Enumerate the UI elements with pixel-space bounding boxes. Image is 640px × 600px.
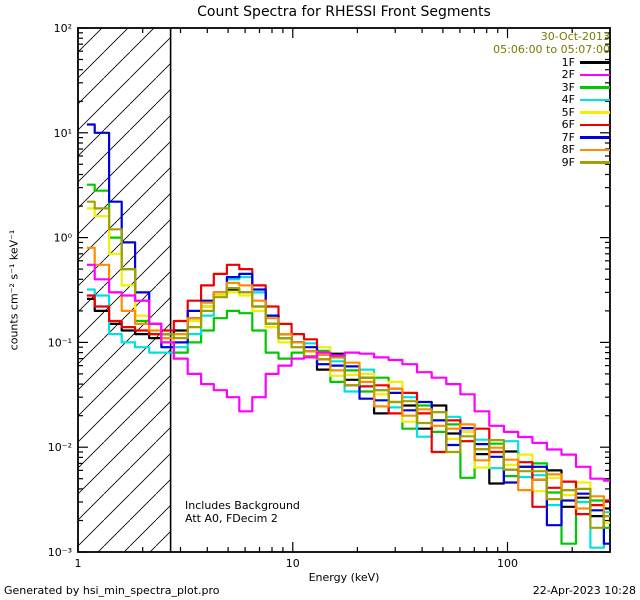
legend-label-4F: 4F — [561, 93, 575, 107]
legend-label-5F: 5F — [561, 105, 575, 119]
legend-entry-1F: 1F — [493, 56, 610, 69]
tick-label: 10⁻² — [48, 441, 72, 454]
tick-label: 10⁰ — [54, 232, 73, 245]
legend-swatch-6F — [580, 123, 610, 126]
legend-entries: 1F 2F 3F 4F 5F 6F 7F 8F 9F — [493, 56, 610, 169]
legend-label-7F: 7F — [561, 130, 575, 144]
legend-swatch-4F — [580, 98, 610, 101]
legend-swatch-1F — [580, 61, 610, 64]
legend-label-2F: 2F — [561, 68, 575, 82]
legend-swatch-8F — [580, 148, 610, 151]
tick-label: 10⁻¹ — [48, 336, 72, 349]
legend-entry-6F: 6F — [493, 118, 610, 132]
legend-entry-2F: 2F — [493, 68, 610, 82]
series-line-9F — [86, 200, 610, 529]
footer-timestamp: 22-Apr-2023 10:28 — [532, 584, 636, 597]
legend-swatch-7F — [580, 136, 610, 139]
legend-entry-8F: 8F — [493, 143, 610, 157]
tick-label: 10 — [286, 557, 300, 570]
tick-label: 10¹ — [54, 127, 72, 140]
plot-title: Count Spectra for RHESSI Front Segments — [197, 4, 491, 20]
legend-entry-9F: 9F — [493, 156, 610, 169]
tick-label: 10² — [54, 22, 72, 35]
legend-swatch-3F — [580, 86, 610, 89]
annotation-attenuator-state: Att A0, FDecim 2 — [185, 512, 278, 525]
tick-label: 10⁻³ — [48, 546, 72, 559]
legend-label-1F: 1F — [561, 55, 575, 69]
legend: 30-Oct-2013 05:06:00 to 05:07:00 1F 2F 3F 4… — [493, 30, 610, 169]
legend-entry-7F: 7F — [493, 131, 610, 144]
tick-label: 1 — [75, 557, 82, 570]
y-axis-label: counts cm⁻² s⁻¹ keV⁻¹ — [7, 229, 21, 351]
legend-label-9F: 9F — [561, 155, 575, 169]
legend-label-3F: 3F — [561, 80, 575, 94]
legend-label-8F: 8F — [561, 143, 575, 157]
legend-date: 30-Oct-2013 — [540, 30, 610, 43]
legend-entry-4F: 4F — [493, 93, 610, 107]
legend-entry-5F: 5F — [493, 106, 610, 119]
footer-generator-text: Generated by hsi_min_spectra_plot.pro — [4, 584, 220, 597]
x-axis-label: Energy (keV) — [308, 571, 380, 584]
legend-swatch-9F — [580, 161, 610, 164]
legend-entry-3F: 3F — [493, 81, 610, 94]
series-line-2F — [86, 263, 610, 482]
legend-time-range: 05:06:00 to 05:07:00 — [493, 43, 610, 56]
annotation-includes-background: Includes Background — [185, 499, 300, 512]
legend-swatch-5F — [580, 111, 610, 114]
legend-label-6F: 6F — [561, 118, 575, 132]
axes-frame — [77, 27, 611, 553]
tick-label: 100 — [497, 557, 518, 570]
series-line-8F — [86, 246, 610, 518]
legend-swatch-2F — [580, 73, 610, 76]
